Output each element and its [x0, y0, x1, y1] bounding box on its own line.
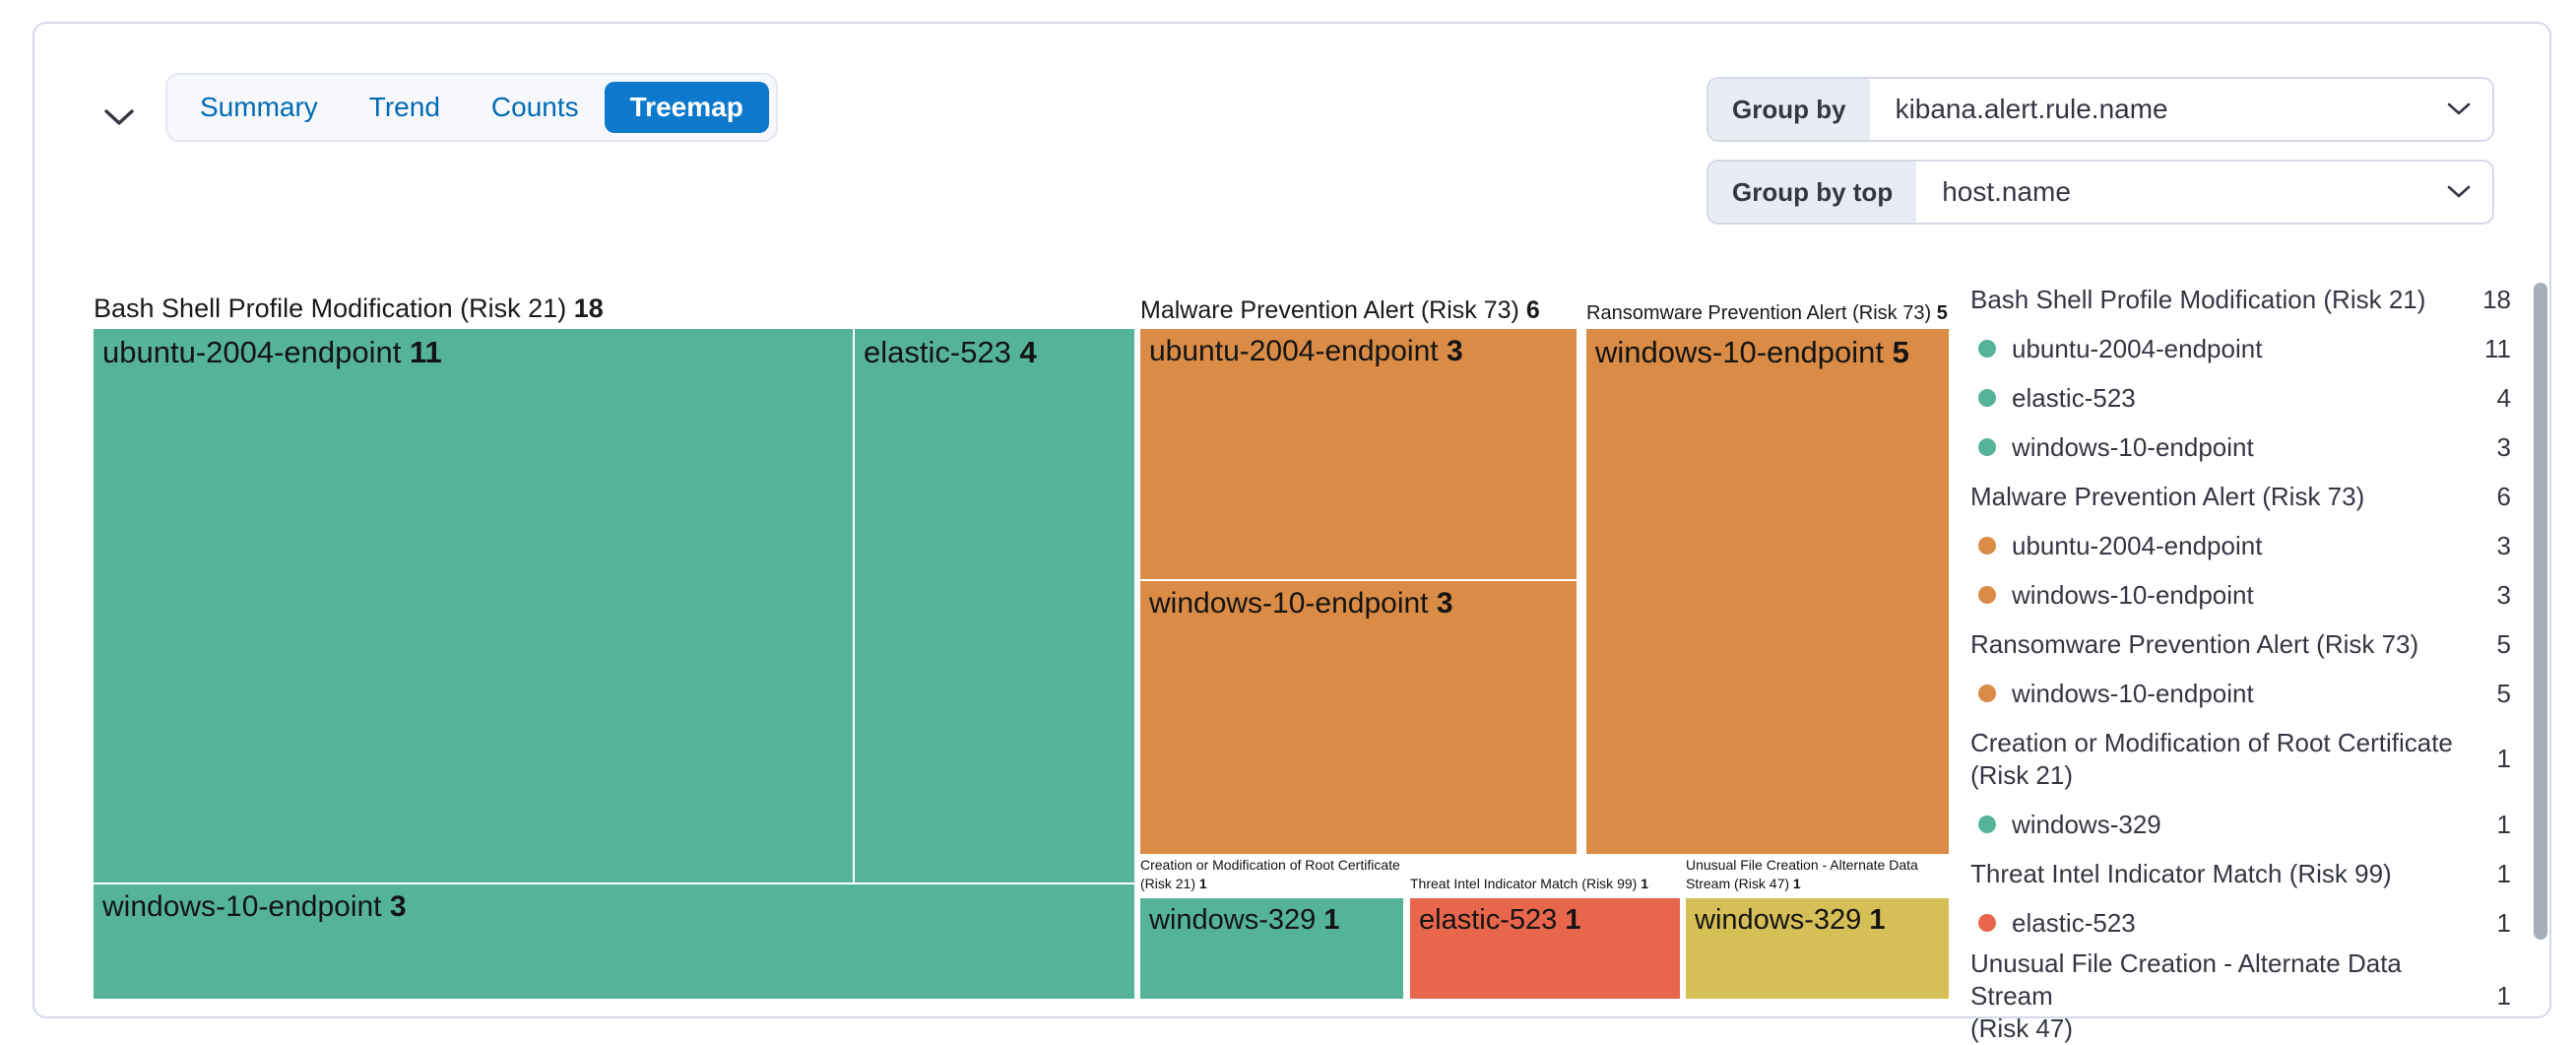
treemap-cell-rootcert-windows329[interactable]: windows-329 1 [1140, 898, 1403, 999]
tab-treemap[interactable]: Treemap [604, 82, 769, 133]
group-by-top-value: host.name [1942, 176, 2071, 207]
legend-dot-icon [1978, 914, 1996, 932]
treemap-group-header-rootcert: Creation or Modification of Root Certifi… [1140, 857, 1400, 891]
group-by-top-select[interactable]: Group by top host.name [1707, 160, 2494, 225]
legend-dot-icon [1978, 438, 1996, 456]
treemap-cell-bash-elastic[interactable]: elastic-523 4 [855, 329, 1134, 882]
legend-dot-icon [1978, 537, 1996, 555]
legend-group-row[interactable]: Bash Shell Profile Modification (Risk 21… [1970, 284, 2511, 314]
legend-group-row[interactable]: Creation or Modification of Root Certifi… [1970, 727, 2511, 790]
group-by-top-label: Group by top [1708, 162, 1917, 223]
legend-dot-icon [1978, 340, 1996, 358]
treemap-cell-ransomware-windows10[interactable]: windows-10-endpoint 5 [1586, 329, 1949, 854]
legend-group-row[interactable]: Malware Prevention Alert (Risk 73) 6 [1970, 481, 2511, 511]
legend-dot-icon [1978, 586, 1996, 604]
legend-item-row[interactable]: windows-10-endpoint 3 [1970, 423, 2511, 472]
chevron-down-icon [104, 108, 134, 126]
legend-item-row[interactable]: ubuntu-2004-endpoint 11 [1970, 324, 2511, 373]
chevron-down-icon [2447, 185, 2471, 199]
treemap-cell-bash-ubuntu[interactable]: ubuntu-2004-endpoint 11 [94, 329, 853, 882]
legend-item-row[interactable]: windows-329 1 [1970, 800, 2511, 849]
legend-group-row[interactable]: Unusual File Creation - Alternate Data S… [1970, 948, 2511, 1043]
collapse-panel-button[interactable] [96, 97, 143, 138]
treemap-group-header-threatintel: Threat Intel Indicator Match (Risk 99) 1 [1410, 876, 1648, 891]
legend-item-row[interactable]: windows-10-endpoint 3 [1970, 570, 2511, 620]
treemap-divider [94, 882, 1134, 884]
legend-dot-icon [1978, 389, 1996, 407]
legend-item-row[interactable]: windows-10-endpoint 5 [1970, 669, 2511, 718]
treemap-cell-malware-windows10[interactable]: windows-10-endpoint 3 [1140, 581, 1577, 854]
treemap-legend: Bash Shell Profile Modification (Risk 21… [1970, 275, 2511, 1045]
treemap-cell-unusualfile-windows329[interactable]: windows-329 1 [1686, 898, 1949, 999]
legend-item-row[interactable]: elastic-523 1 [1970, 898, 2511, 947]
legend-dot-icon [1978, 685, 1996, 702]
legend-group-row[interactable]: Ransomware Prevention Alert (Risk 73) 5 [1970, 628, 2511, 659]
treemap-cell-malware-ubuntu[interactable]: ubuntu-2004-endpoint 3 [1140, 329, 1577, 579]
treemap-group-header-ransomware: Ransomware Prevention Alert (Risk 73) 5 [1586, 302, 1948, 324]
alerts-panel: Summary Trend Counts Treemap Group by ki… [32, 22, 2551, 1043]
treemap-group-header-malware: Malware Prevention Alert (Risk 73) 6 [1140, 296, 1540, 324]
legend-scrollbar-thumb[interactable] [2534, 283, 2547, 940]
tab-counts[interactable]: Counts [466, 75, 605, 140]
legend-group-row[interactable]: Threat Intel Indicator Match (Risk 99) 1 [1970, 858, 2511, 888]
treemap-divider [1140, 579, 1577, 581]
treemap-cell-threatintel-elastic[interactable]: elastic-523 1 [1410, 898, 1680, 999]
chevron-down-icon [2447, 102, 2471, 116]
tab-trend[interactable]: Trend [344, 75, 466, 140]
group-by-label: Group by [1708, 79, 1870, 140]
legend-item-row[interactable]: ubuntu-2004-endpoint 3 [1970, 521, 2511, 570]
legend-dot-icon [1978, 816, 1996, 833]
view-selector-button-group: Summary Trend Counts Treemap [165, 73, 778, 142]
legend-item-row[interactable]: elastic-523 4 [1970, 373, 2511, 423]
treemap-group-header-unusualfile: Unusual File Creation - Alternate Data S… [1686, 857, 1918, 891]
group-by-value: kibana.alert.rule.name [1895, 94, 2168, 124]
treemap-divider [853, 329, 855, 882]
treemap-cell-bash-windows10[interactable]: windows-10-endpoint 3 [94, 884, 1134, 999]
treemap-group-header-bash: Bash Shell Profile Modification (Risk 21… [94, 294, 604, 323]
tab-summary[interactable]: Summary [174, 75, 344, 140]
group-by-select[interactable]: Group by kibana.alert.rule.name [1707, 77, 2494, 142]
